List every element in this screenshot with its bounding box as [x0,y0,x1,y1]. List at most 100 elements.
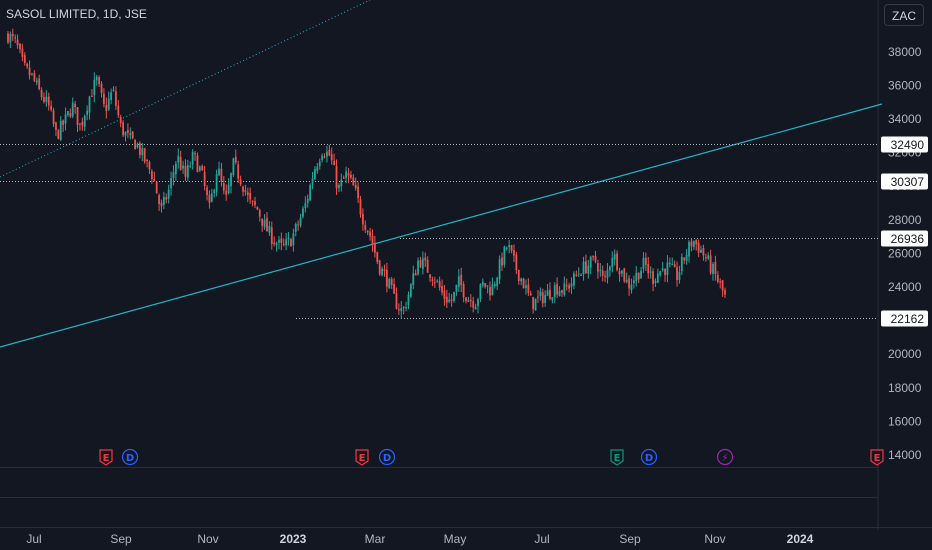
candle-body [496,277,499,287]
candle-body [724,290,726,295]
candle-body [191,151,194,165]
candle-body [244,190,247,192]
candle-body [608,266,611,271]
split-marker[interactable] [716,448,734,466]
event-marker-label: E [614,453,621,464]
candle-body [467,299,470,302]
candle-body [150,171,153,179]
candle-body [126,130,129,133]
earnings-marker[interactable] [355,449,369,466]
candle-body [647,264,650,274]
candle-body [292,233,295,246]
dividend-marker[interactable] [121,448,139,466]
candle-body [335,165,338,189]
candle-body [484,283,487,287]
candle-body [189,165,192,167]
candle-body [210,193,213,202]
candle-body [261,218,264,226]
candle-body [539,291,542,296]
candle-body [573,273,575,286]
level-price-label-bg [881,310,928,327]
earnings-marker[interactable] [870,449,884,466]
candle-body [702,248,705,256]
candle-body [146,160,148,162]
candle-body [455,284,458,292]
candle-body [544,295,547,304]
candle-body [704,257,707,259]
candle-body [237,164,240,179]
candle-body [23,55,26,64]
candle-body [225,190,228,195]
candle-body [158,195,160,204]
dividend-marker[interactable] [378,448,396,466]
candle-body [599,269,602,271]
candle-body [309,184,312,201]
candle-body [371,236,374,245]
candle-body [407,294,410,305]
candle-body [575,274,578,276]
earnings-marker[interactable] [99,449,113,466]
candle-body [443,290,446,299]
candle-body [513,250,515,256]
candle-body [402,307,405,309]
candle-body [198,166,201,171]
candle-body [695,240,698,245]
candle-body [412,273,415,286]
candle-body [457,276,460,287]
candle-body [352,177,355,186]
candle-body [318,161,321,167]
candle-body [431,279,434,282]
candle-body [570,283,573,287]
candle-body [148,161,151,170]
candle-body [565,285,568,287]
candle-body [297,224,300,226]
candle-body [673,264,676,268]
candle-body [421,258,424,269]
candle-body [654,280,657,284]
candle-body [709,255,712,273]
candle-body [381,268,383,276]
candle-body [290,239,292,247]
candle-body [450,299,453,302]
candle-body [40,90,43,98]
dividend-marker[interactable] [640,448,658,466]
candle-body [136,143,139,148]
candle-body [445,296,448,303]
candle-body [678,271,681,280]
candle-body [251,200,254,202]
candle-body [597,262,599,272]
currency-button[interactable]: ZAC [884,4,924,26]
candle-body [604,275,607,277]
candle-body [11,33,14,37]
candle-body [31,73,33,75]
candle-body [618,271,621,275]
candle-body [515,254,518,271]
candle-body [246,192,249,195]
candle-body [577,273,580,275]
candle-body [50,105,53,110]
candle-body [508,245,511,248]
candle-body [436,280,439,282]
earnings-marker[interactable] [610,449,624,466]
candle-body [419,260,422,267]
x-tick-label: Mar [365,532,386,546]
candle-body [350,174,352,178]
event-marker-label: E [359,453,366,464]
candle-body [254,201,256,206]
candle-body [299,217,302,226]
candle-body [98,77,101,84]
candle-body [326,151,328,157]
candle-body [721,280,724,291]
candle-body [93,79,96,96]
candle-body [491,284,494,296]
candle-body [640,270,642,279]
candle-body [493,284,496,287]
candle-body [383,269,386,272]
candle-body [376,252,379,263]
chart-title: SASOL LIMITED, 1D, JSE [6,7,147,21]
candle-body [134,139,136,150]
candle-body [107,98,110,110]
candle-body [534,298,537,311]
candle-body [630,284,633,291]
